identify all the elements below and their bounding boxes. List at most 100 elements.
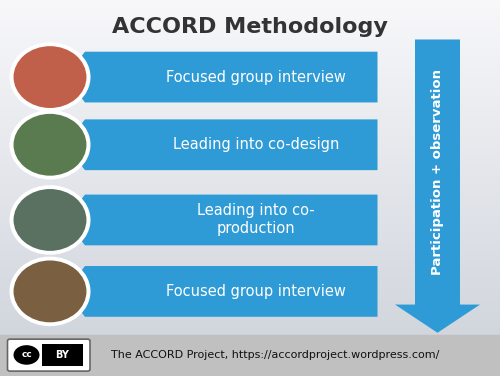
Bar — [0, 299, 500, 301]
Bar — [0, 244, 500, 246]
Bar — [0, 372, 500, 374]
Bar — [0, 259, 500, 261]
Bar — [0, 98, 500, 100]
Bar — [0, 81, 500, 83]
Bar — [0, 145, 500, 147]
Bar — [0, 246, 500, 248]
Bar — [0, 77, 500, 79]
Bar — [0, 38, 500, 39]
Bar — [0, 235, 500, 237]
Bar — [0, 338, 500, 340]
Bar — [0, 85, 500, 86]
Polygon shape — [65, 195, 378, 246]
Bar — [0, 53, 500, 55]
Bar — [0, 177, 500, 179]
Bar — [0, 133, 500, 135]
Bar — [0, 201, 500, 203]
Bar — [0, 45, 500, 47]
Bar — [0, 237, 500, 239]
Text: BY: BY — [55, 350, 69, 360]
Bar — [0, 17, 500, 19]
Bar — [0, 94, 500, 96]
Bar — [0, 8, 500, 9]
Bar — [0, 207, 500, 209]
FancyBboxPatch shape — [8, 339, 90, 371]
Bar — [0, 56, 500, 58]
Bar — [0, 269, 500, 271]
Bar — [0, 186, 500, 188]
Bar — [0, 88, 500, 90]
Bar — [0, 329, 500, 331]
Bar — [0, 32, 500, 34]
Bar — [0, 141, 500, 143]
Bar — [0, 318, 500, 320]
Bar — [0, 135, 500, 137]
Bar — [0, 122, 500, 124]
Bar — [0, 303, 500, 305]
Bar — [0, 26, 500, 28]
Bar — [0, 188, 500, 190]
Bar — [0, 47, 500, 49]
Bar — [0, 280, 500, 282]
Bar — [0, 39, 500, 41]
Bar — [0, 374, 500, 376]
Bar — [0, 58, 500, 60]
Bar — [0, 66, 500, 68]
Bar — [0, 83, 500, 85]
Bar — [0, 182, 500, 184]
Bar — [0, 68, 500, 70]
Bar — [0, 239, 500, 241]
Bar — [0, 288, 500, 290]
Bar — [0, 308, 500, 310]
Bar — [0, 86, 500, 88]
Bar — [0, 265, 500, 267]
Bar — [0, 293, 500, 295]
Bar — [0, 325, 500, 327]
Bar — [0, 284, 500, 286]
Bar — [0, 147, 500, 149]
Bar — [0, 15, 500, 17]
Bar — [0, 49, 500, 51]
Bar — [0, 278, 500, 280]
Ellipse shape — [12, 113, 88, 177]
Bar — [0, 224, 500, 226]
Bar — [0, 342, 500, 344]
FancyBboxPatch shape — [42, 344, 82, 366]
Bar — [0, 214, 500, 216]
Bar — [0, 23, 500, 24]
Bar — [0, 211, 500, 212]
Bar — [0, 169, 500, 171]
Bar — [0, 368, 500, 370]
Bar — [0, 340, 500, 342]
Bar — [0, 327, 500, 329]
Text: ACCORD Methodology: ACCORD Methodology — [112, 17, 388, 37]
Bar — [0, 203, 500, 205]
Bar — [0, 43, 500, 45]
Bar — [0, 337, 500, 338]
Bar — [0, 36, 500, 38]
Polygon shape — [65, 120, 378, 170]
Polygon shape — [395, 39, 480, 333]
Ellipse shape — [10, 42, 90, 112]
Bar — [0, 126, 500, 128]
Bar — [0, 250, 500, 252]
Bar — [0, 363, 500, 365]
Bar — [0, 314, 500, 316]
Bar — [0, 321, 500, 323]
Bar — [0, 156, 500, 158]
Bar — [0, 227, 500, 229]
Bar — [0, 282, 500, 284]
Circle shape — [14, 345, 40, 365]
Bar — [0, 120, 500, 122]
Bar — [0, 152, 500, 154]
Bar — [0, 171, 500, 173]
Bar — [0, 350, 500, 352]
Bar — [0, 331, 500, 333]
Bar — [0, 162, 500, 164]
Bar — [0, 370, 500, 372]
Bar — [0, 128, 500, 130]
Bar — [0, 216, 500, 218]
Bar — [0, 73, 500, 75]
Bar — [0, 243, 500, 244]
Bar — [0, 352, 500, 353]
